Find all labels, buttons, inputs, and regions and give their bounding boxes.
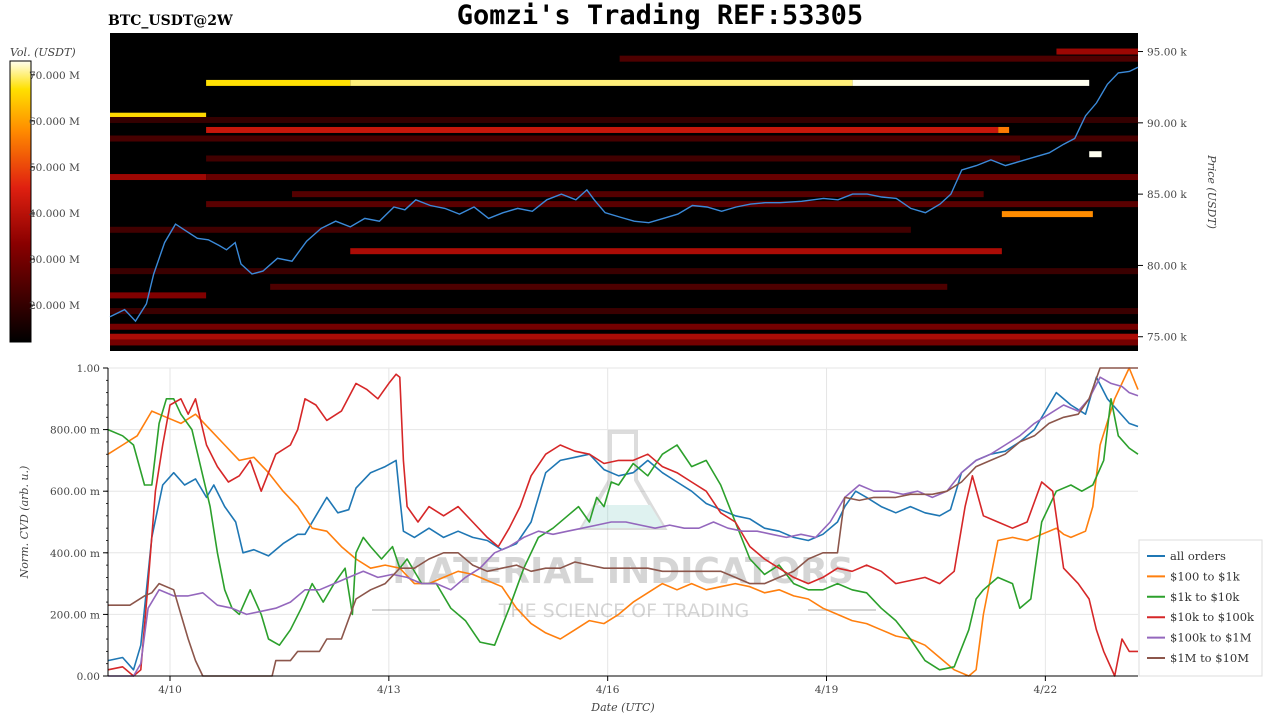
orderbook-heatmap: 95.00 k 90.00 k 85.00 k 80.00 k 75.00 k Pric… [109, 33, 1218, 351]
liquidity-band [110, 268, 1138, 275]
cvd-axis-label: Norm. CVD (arb. u.) [18, 466, 31, 580]
cvd-series-line [108, 367, 1138, 677]
liquidity-band [1001, 211, 1093, 218]
x-tick-label: 4/10 [158, 684, 182, 696]
flask-logo [578, 430, 668, 530]
liquidity-band [110, 308, 1138, 315]
y-tick-label: 200.00 m [50, 609, 100, 621]
liquidity-band [206, 155, 1021, 162]
flask-liquid [582, 505, 664, 528]
colorbar-tick-label: 30.000 M [29, 254, 80, 266]
colorbar: Vol. (USDT) 70.000 M 60.000 M 50.000 M 40.0… [9, 46, 80, 343]
legend: all orders $100 to $1k $1k to $10k $10k to … [1138, 539, 1263, 677]
y-tick-label: 400.00 m [50, 548, 100, 560]
price-tick-label: 95.00 k [1147, 47, 1187, 59]
y-tick-label: 0.00 [77, 671, 100, 683]
y-tick-label: 1.00 [77, 363, 100, 375]
y-tick-label: 800.00 m [50, 425, 100, 437]
symbol-label: BTC_USDT@2W [108, 13, 233, 29]
colorbar-tick-label: 40.000 M [29, 208, 80, 220]
price-tick-label: 85.00 k [1147, 189, 1187, 201]
legend-box [1138, 539, 1263, 677]
liquidity-band [110, 116, 1138, 123]
chart-title: Gomzi's Trading REF:53305 [457, 0, 863, 31]
x-tick-label: 4/22 [1034, 684, 1058, 696]
price-tick-label: 75.00 k [1147, 332, 1187, 344]
legend-label: $1k to $10k [1170, 590, 1240, 604]
liquidity-band [206, 79, 351, 86]
liquidity-band [350, 79, 853, 86]
price-tick-label: 90.00 k [1147, 118, 1187, 130]
price-tick-label: 80.00 k [1147, 260, 1187, 272]
legend-label: $100 to $1k [1170, 569, 1241, 583]
cvd-line-chart: MATERIAL INDICATORS THE SCIENCE OF TRADI… [18, 363, 1139, 714]
cvd-series-line [107, 397, 1139, 671]
liquidity-band [110, 135, 1138, 142]
liquidity-band [270, 283, 948, 290]
watermark-main-text: MATERIAL INDICATORS [392, 551, 854, 592]
colorbar-tick-label: 20.000 M [29, 300, 80, 312]
liquidity-band [110, 292, 207, 299]
price-axis-label: Price (USDT) [1205, 154, 1218, 229]
liquidity-band [110, 323, 1138, 330]
liquidity-band [292, 191, 984, 198]
colorbar-label: Vol. (USDT) [10, 46, 76, 59]
liquidity-band [110, 339, 1138, 346]
liquidity-band [852, 79, 1090, 86]
liquidity-band [1056, 48, 1138, 55]
liquidity-band [110, 174, 207, 181]
liquidity-band [1089, 151, 1102, 158]
legend-label: $10k to $100k [1170, 610, 1255, 624]
liquidity-band [998, 126, 1010, 133]
colorbar-tick-label: 50.000 M [29, 162, 80, 174]
date-axis-label: Date (UTC) [590, 701, 654, 714]
colorbar-gradient [9, 60, 32, 343]
cvd-series-line [107, 373, 1138, 677]
legend-label: $100k to $1M [1170, 631, 1252, 645]
liquidity-band [110, 333, 1138, 340]
liquidity-band [110, 112, 207, 119]
colorbar-tick-label: 70.000 M [29, 70, 80, 82]
legend-label: $1M to $10M [1170, 651, 1249, 665]
price-line [109, 66, 1139, 323]
liquidity-band [206, 126, 999, 133]
liquidity-band [206, 174, 1138, 181]
y-tick-label: 600.00 m [50, 486, 100, 498]
liquidity-band [206, 201, 1138, 208]
liquidity-band [110, 226, 911, 233]
liquidity-band [619, 55, 1138, 62]
colorbar-tick-label: 60.000 M [29, 116, 80, 128]
cvd-series-line [107, 367, 1139, 677]
x-tick-label: 4/16 [596, 684, 620, 696]
liquidity-band [350, 248, 1002, 255]
legend-label: all orders [1170, 549, 1226, 563]
x-tick-label: 4/19 [815, 684, 839, 696]
cvd-series-line [108, 376, 1139, 677]
x-tick-label: 4/13 [377, 684, 401, 696]
